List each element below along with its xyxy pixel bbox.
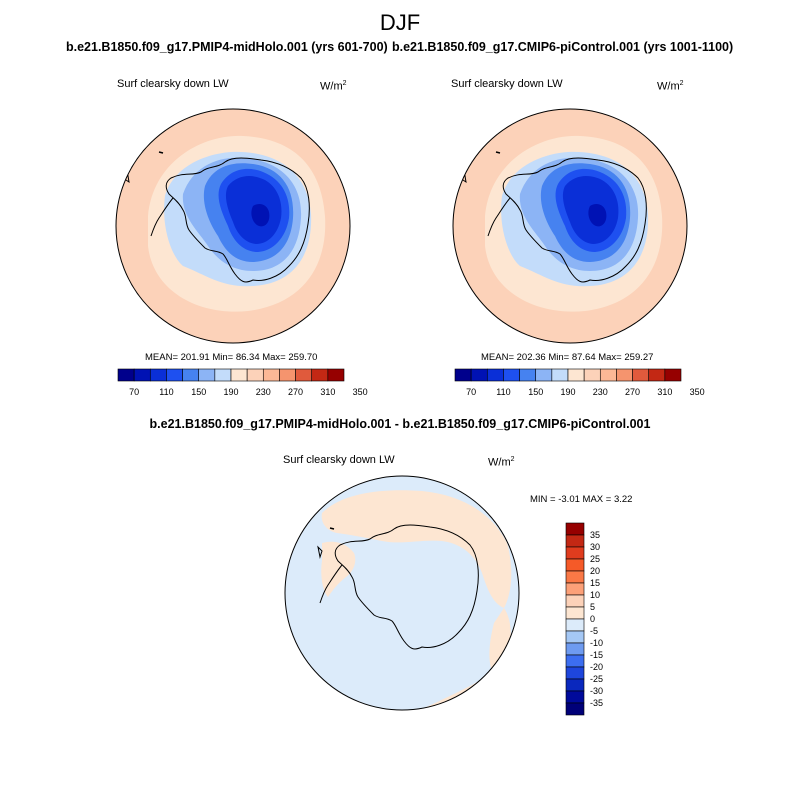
colorbar-tick-label: 20 xyxy=(590,566,600,576)
colorbar-swatch xyxy=(327,368,345,382)
colorbar-tick-label: 190 xyxy=(223,387,238,397)
colorbar-tick-label: 110 xyxy=(496,387,510,397)
colorbar-swatch xyxy=(230,368,248,382)
colorbar-swatch xyxy=(551,368,569,382)
panel2-stats: MEAN= 202.36 Min= 87.64 Max= 259.27 xyxy=(481,352,654,363)
colorbar-tick-label: 10 xyxy=(590,590,600,600)
colorbar-swatch xyxy=(486,368,504,382)
colorbar-swatch xyxy=(565,570,585,584)
panel2-title: b.e21.B1850.f09_g17.CMIP6-piControl.001 … xyxy=(392,40,734,54)
colorbar-swatch xyxy=(198,368,216,382)
colorbar-swatch xyxy=(519,368,537,382)
colorbar-swatch xyxy=(583,368,601,382)
colorbar-tick-label: 350 xyxy=(690,387,705,397)
colorbar-swatch xyxy=(565,546,585,560)
panel2-polar-map xyxy=(452,108,688,344)
figure-season-title: DJF xyxy=(379,10,421,35)
colorbar-tick-label: 150 xyxy=(191,387,206,397)
colorbar-swatch xyxy=(503,368,520,382)
colorbar-tick-label: -35 xyxy=(590,698,603,708)
colorbar-tick-label: -5 xyxy=(590,626,598,636)
colorbar-tick-label: 190 xyxy=(560,387,575,397)
colorbar-tick-label: -20 xyxy=(590,662,603,672)
panel2-variable-label: Surf clearsky down LW xyxy=(451,78,563,90)
colorbar-tick-label: -15 xyxy=(590,650,603,660)
colorbar-tick-label: 70 xyxy=(129,387,139,397)
colorbar-tick-label: 5 xyxy=(590,602,595,612)
colorbar-tick-label: -25 xyxy=(590,674,603,684)
colorbar-swatch xyxy=(149,368,167,382)
colorbar-swatch xyxy=(133,368,151,382)
colorbar-swatch xyxy=(279,368,296,382)
colorbar-tick-label: 150 xyxy=(528,387,543,397)
colorbar-swatch xyxy=(664,368,682,382)
panel3-polar-map xyxy=(284,475,520,711)
colorbar-swatch xyxy=(565,642,585,656)
colorbar-swatch xyxy=(599,368,617,382)
colorbar-tick-label: 270 xyxy=(625,387,640,397)
colorbar-swatch xyxy=(454,368,472,382)
colorbar-swatch xyxy=(295,368,313,382)
colorbar-swatch xyxy=(535,368,553,382)
colorbar-swatch xyxy=(565,654,585,668)
colorbar-tick-label: 30 xyxy=(590,542,600,552)
colorbar-swatch xyxy=(616,368,633,382)
colorbar-swatch xyxy=(565,630,585,644)
panel1-stats: MEAN= 201.91 Min= 86.34 Max= 259.70 xyxy=(145,352,318,363)
colorbar-tick-label: 0 xyxy=(590,614,595,624)
panel1-title: b.e21.B1850.f09_g17.PMIP4-midHolo.001 (y… xyxy=(66,40,388,54)
colorbar-swatch xyxy=(565,534,585,548)
colorbar-tick-label: 25 xyxy=(590,554,600,564)
colorbar-tick-label: 350 xyxy=(353,387,368,397)
colorbar-swatch xyxy=(565,522,585,536)
colorbar-tick-label: -10 xyxy=(590,638,603,648)
panel1-polar-map xyxy=(115,108,351,344)
colorbar-swatch xyxy=(565,618,585,632)
panel1-variable-label: Surf clearsky down LW xyxy=(117,78,229,90)
panel3-variable-label: Surf clearsky down LW xyxy=(283,454,395,466)
colorbar-swatch xyxy=(565,666,585,680)
colorbar-swatch xyxy=(182,368,200,382)
colorbar-swatch xyxy=(565,594,585,608)
panel2-units: W/m2 xyxy=(657,80,684,93)
colorbar-swatch xyxy=(246,368,264,382)
colorbar-tick-label: 230 xyxy=(256,387,271,397)
colorbar-swatch xyxy=(632,368,650,382)
colorbar-swatch xyxy=(565,606,585,620)
colorbar-swatch xyxy=(214,368,232,382)
colorbar-tick-label: -30 xyxy=(590,686,603,696)
colorbar-swatch xyxy=(166,368,183,382)
panel1-units: W/m2 xyxy=(320,80,347,93)
colorbar-tick-label: 70 xyxy=(466,387,476,397)
panel1-colorbar: 70 110 150 190 230 270 310 350 xyxy=(117,368,368,397)
colorbar-tick-label: 270 xyxy=(288,387,303,397)
colorbar-swatch xyxy=(470,368,488,382)
colorbar-tick-label: 35 xyxy=(590,530,600,540)
colorbar-swatch xyxy=(117,368,135,382)
colorbar-swatch xyxy=(567,368,585,382)
colorbar-tick-label: 15 xyxy=(590,578,600,588)
colorbar-swatch xyxy=(648,368,666,382)
colorbar-tick-label: 110 xyxy=(159,387,173,397)
colorbar-tick-label: 310 xyxy=(320,387,335,397)
colorbar-swatch xyxy=(262,368,280,382)
colorbar-swatch xyxy=(311,368,329,382)
colorbar-swatch xyxy=(565,690,585,704)
panel3-stats: MIN = -3.01 MAX = 3.22 xyxy=(530,494,633,505)
panel2-colorbar: 70 110 150 190 230 270 310 350 xyxy=(454,368,705,397)
panel3-units: W/m2 xyxy=(488,456,515,469)
colorbar-swatch xyxy=(565,582,585,596)
panel3-colorbar: 35 30 25 20 15 10 5 0 -5 -10 -15 -20 -25 -30 -35 xyxy=(565,522,603,716)
colorbar-tick-label: 230 xyxy=(593,387,608,397)
colorbar-swatch xyxy=(565,702,585,716)
colorbar-tick-label: 310 xyxy=(657,387,672,397)
difference-panel-title: b.e21.B1850.f09_g17.PMIP4-midHolo.001 - … xyxy=(149,417,651,431)
colorbar-swatch xyxy=(565,558,585,572)
colorbar-swatch xyxy=(565,678,585,692)
